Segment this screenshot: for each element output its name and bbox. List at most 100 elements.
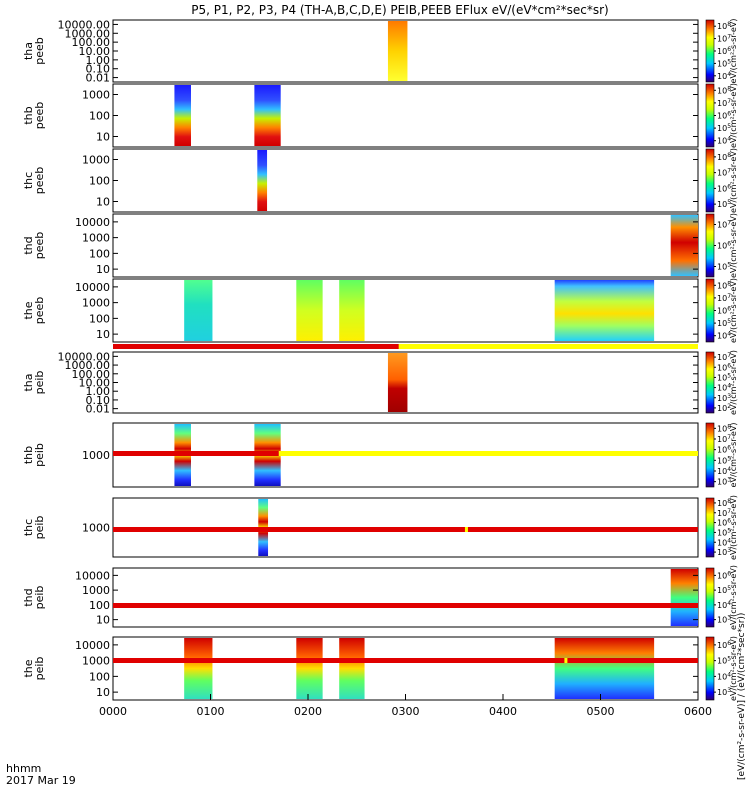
colorbar-tick-label: 105	[717, 123, 731, 133]
colorbar-tick-label: 106	[717, 183, 731, 193]
spectrogram-segment	[184, 280, 213, 341]
colorbar-tick-label: 106	[717, 640, 731, 650]
colorbar-tick-label: 108	[717, 85, 731, 95]
colorbar-tick-label: 104	[717, 71, 731, 81]
colorbar-label: eV/(cm²-s-sr-eV)	[729, 423, 738, 488]
y-tick-label: 100	[89, 312, 110, 325]
colorbar-tick-label: 106	[717, 46, 731, 56]
status-bar-the	[113, 658, 698, 663]
colorbar-tick-label: 105	[717, 318, 731, 328]
colorbar-label: eV/(cm²-s-sr-eV)	[729, 19, 738, 84]
status-bar-thb	[113, 451, 698, 456]
y-tick-label: 1000.00	[65, 27, 111, 40]
x-tick-label: 0000	[99, 705, 127, 718]
colorbar-tick-label: 105	[717, 527, 731, 537]
status-bar-fill	[113, 527, 698, 532]
colorbar	[705, 422, 715, 488]
colorbar-tick-label: 107	[717, 98, 731, 108]
panel-y-label: thb	[22, 106, 35, 124]
panel-frame	[112, 567, 699, 628]
status-bar-mark	[464, 527, 468, 532]
panel-y-label: peeb	[33, 297, 46, 325]
y-tick-label: 100	[89, 670, 110, 683]
x-tick-label: 0100	[197, 705, 225, 718]
colorbar-tick-label: 103	[717, 687, 731, 697]
colorbar-tick-label: 105	[717, 199, 731, 209]
y-tick-label: 100	[89, 599, 110, 612]
spectrogram-segment	[254, 85, 281, 146]
colorbar-label: eV/(cm²-s-sr-eV)	[729, 636, 738, 701]
panel-group: 10000.001000.00100.0010.001.000.100.01th…	[22, 18, 738, 701]
y-tick-label: 1000	[82, 232, 110, 245]
panel-y-label: thd	[22, 588, 35, 606]
panel-y-label: thd	[22, 236, 35, 254]
colorbar-tick-label: 104	[717, 136, 731, 146]
chart-title: P5, P1, P2, P3, P4 (TH-A,B,C,D,E) PEIB,P…	[191, 3, 608, 17]
colorbar-tick-label: 106	[717, 306, 731, 316]
x-axis: 0000 0100 0200 0300 0400 0500 0600	[99, 694, 712, 718]
colorbar-tick-label: 103	[717, 477, 731, 487]
y-tick-label: 100	[89, 247, 110, 260]
colorbar-tick-label: 107	[717, 508, 731, 518]
y-tick-label: 10.00	[79, 377, 111, 390]
colorbar-tick-label: 105	[717, 585, 731, 595]
y-tick-label: 1.00	[86, 385, 111, 398]
y-tick-label: 10.00	[79, 45, 111, 58]
panel-y-label: the	[22, 301, 35, 319]
y-tick-label: 10	[96, 614, 110, 627]
colorbar-tick-label: 104	[717, 331, 731, 341]
y-tick-label: 100	[89, 110, 110, 123]
y-tick-label: 1000	[82, 89, 110, 102]
status-bar-background	[113, 344, 698, 349]
y-tick-label: 1000	[82, 584, 110, 597]
colorbar-tick-label: 106	[717, 241, 731, 251]
x-tick-label: 0400	[489, 705, 517, 718]
panel-y-label: peeb	[33, 167, 46, 195]
y-tick-label: 10	[96, 196, 110, 209]
colorbar-tick-label: 108	[717, 21, 731, 31]
colorbar	[705, 148, 715, 213]
colorbar-label: eV/(cm²-s-sr-eV)	[729, 565, 738, 630]
y-tick-label: 1000	[82, 297, 110, 310]
spectrogram-segment	[184, 638, 213, 699]
status-bar-fill	[113, 344, 399, 349]
y-tick-label: 10000	[75, 216, 110, 229]
panel-y-label: tha	[22, 373, 35, 391]
y-tick-label: 10	[96, 263, 110, 276]
x-tick-label: 0600	[684, 705, 712, 718]
panel-y-label: peeb	[33, 232, 46, 260]
status-bar-fill	[113, 603, 698, 608]
status-bar-thc	[113, 527, 698, 532]
colorbar-tick-label: 103	[717, 615, 731, 625]
y-tick-label: 10000.00	[58, 18, 111, 31]
panel-y-label: thb	[22, 446, 35, 464]
spectrogram-segment	[670, 215, 698, 276]
y-tick-label: 1000	[82, 154, 110, 167]
x-unit-label: hhmm	[6, 762, 41, 775]
colorbar-label: eV/(cm²-s-sr-eV)	[729, 350, 738, 415]
status-bar-fill	[113, 658, 698, 663]
panel-y-label: thc	[22, 172, 35, 189]
y-tick-label: 0.10	[86, 394, 111, 407]
panel-y-label: the	[22, 659, 35, 677]
spectrogram-segment	[296, 638, 323, 699]
colorbar-tick-label: 106	[717, 570, 731, 580]
colorbar-tick-label: 106	[717, 518, 731, 528]
x-tick-label: 0300	[392, 705, 420, 718]
colorbar	[705, 497, 715, 558]
spectrogram-segment	[387, 21, 408, 81]
status-bar-mark	[564, 658, 568, 663]
y-tick-label: 10000.00	[58, 350, 111, 363]
colorbar-tick-label: 107	[717, 220, 731, 230]
colorbar-tick-label: 108	[717, 280, 731, 290]
y-tick-label: 10	[96, 686, 110, 699]
y-tick-label: 1000.00	[65, 359, 111, 372]
panel-y-label: peeb	[33, 102, 46, 130]
y-tick-label: 10000	[75, 281, 110, 294]
panel-y-label: peib	[33, 443, 46, 467]
x-tick-label: 0500	[587, 705, 615, 718]
